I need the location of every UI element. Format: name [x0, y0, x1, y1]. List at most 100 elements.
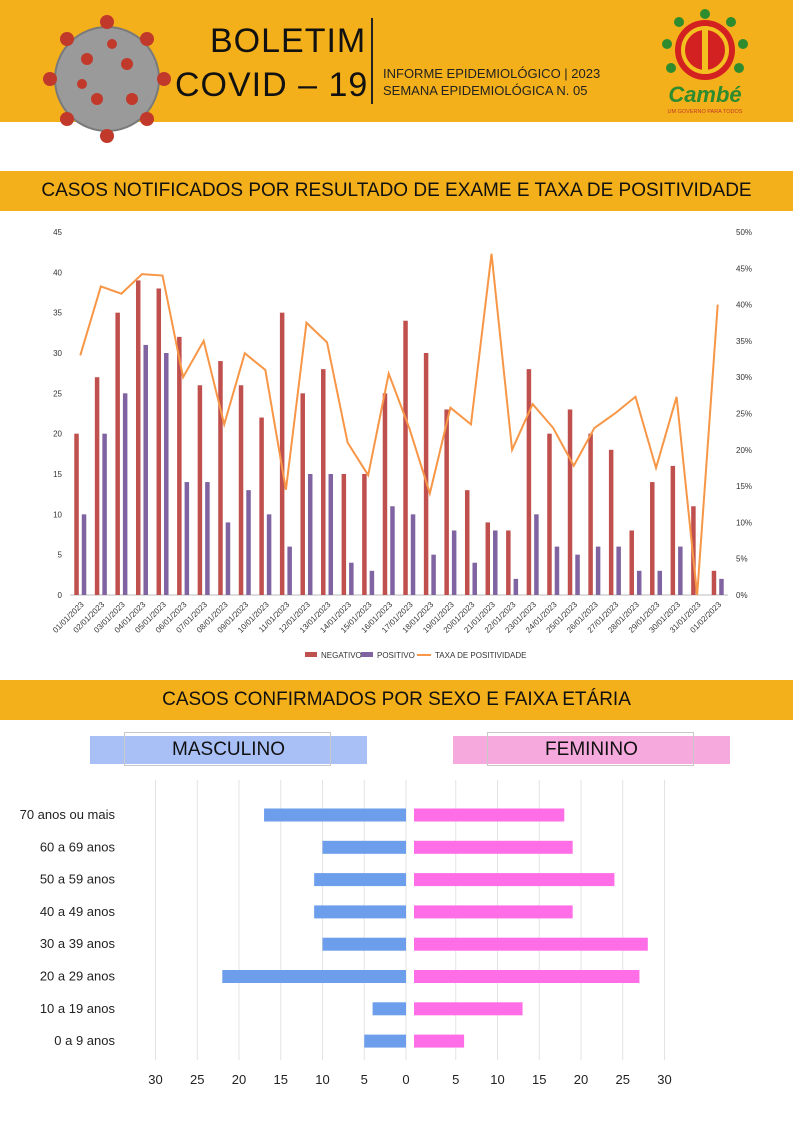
female-x-tick-label: 30	[657, 1072, 671, 1087]
bar-positivo	[575, 554, 580, 595]
age-group-label: 70 anos ou mais	[20, 807, 116, 822]
y-tick-label: 25	[53, 389, 62, 398]
bar-feminino	[414, 937, 648, 951]
bar-masculino	[222, 970, 406, 983]
bar-negativo	[608, 449, 614, 595]
bar-negativo	[526, 369, 532, 595]
y-tick-label: 5	[58, 551, 63, 560]
bar-positivo	[595, 546, 601, 595]
y-tick-label: 10	[53, 510, 62, 519]
bar-positivo	[636, 570, 642, 595]
bar-positivo	[513, 578, 519, 595]
legend-swatch-positivo	[361, 652, 373, 657]
bar-positivo	[143, 344, 148, 595]
bar-negativo	[464, 490, 470, 595]
bar-negativo	[74, 433, 79, 595]
bar-positivo	[205, 482, 210, 595]
y-tick-label: 35	[53, 309, 62, 318]
female-x-tick-label: 10	[490, 1072, 504, 1087]
bar-negativo	[94, 377, 100, 595]
bar-feminino	[414, 970, 640, 983]
section-title-notified-cases: CASOS NOTIFICADOS POR RESULTADO DE EXAME…	[0, 171, 793, 211]
male-x-tick-label: 30	[148, 1072, 162, 1087]
y2-tick-label: 45%	[736, 264, 752, 273]
bar-positivo	[719, 578, 724, 595]
bar-negativo	[506, 530, 511, 595]
bar-negativo	[403, 320, 408, 595]
positivity-rate-line	[79, 253, 719, 596]
cambe-logo: Cambé UM GOVERNO PARA TODOS	[662, 9, 748, 115]
bar-positivo	[390, 506, 395, 595]
bar-negativo	[156, 288, 162, 595]
svg-text:UM GOVERNO PARA TODOS: UM GOVERNO PARA TODOS	[668, 109, 743, 115]
bar-positivo	[307, 474, 313, 595]
y2-tick-label: 35%	[736, 337, 752, 346]
bar-positivo	[451, 530, 457, 595]
bar-feminino	[414, 873, 615, 887]
bar-positivo	[554, 546, 560, 595]
age-group-label: 50 a 59 anos	[40, 872, 116, 887]
bar-negativo	[444, 409, 449, 595]
bar-negativo	[197, 385, 203, 595]
bar-negativo	[259, 417, 264, 595]
bar-masculino	[364, 1034, 406, 1048]
bar-negativo	[670, 465, 676, 595]
age-group-label: 40 a 49 anos	[40, 904, 116, 919]
bar-negativo	[423, 353, 429, 595]
bar-positivo	[493, 530, 498, 595]
bar-masculino	[314, 873, 406, 887]
epidemiological-week: SEMANA EPIDEMIOLÓGICA N. 05	[383, 83, 588, 98]
bar-masculino	[314, 905, 406, 919]
bar-negativo	[629, 530, 634, 595]
bar-negativo	[382, 393, 388, 595]
bar-positivo	[81, 514, 87, 595]
bar-positivo	[616, 546, 621, 595]
sex-age-chart: 70 anos ou mais 60 a 69 anos 50 a 59 anos 4…	[20, 780, 672, 1087]
bar-negativo	[547, 433, 552, 595]
bar-positivo	[472, 562, 477, 595]
male-x-tick-label: 15	[274, 1072, 288, 1087]
y-tick-label: 30	[53, 349, 62, 358]
y2-tick-label: 5%	[736, 555, 748, 564]
y2-tick-label: 30%	[736, 373, 752, 382]
y-tick-label: 20	[53, 430, 62, 439]
female-x-tick-label: 25	[616, 1072, 630, 1087]
female-header: FEMININO	[453, 736, 730, 764]
bulletin-subtitle: COVID – 19	[175, 66, 369, 104]
bar-negativo	[115, 312, 120, 595]
y-tick-label: 40	[53, 268, 62, 277]
bar-negativo	[279, 312, 285, 595]
legend-label-taxa: TAXA DE POSITIVIDADE	[435, 651, 526, 660]
y2-tick-label: 15%	[736, 482, 752, 491]
bar-positivo	[184, 482, 190, 595]
bar-positivo	[246, 490, 251, 595]
bar-negativo	[485, 522, 491, 595]
bar-positivo	[369, 570, 375, 595]
bar-masculino	[264, 808, 406, 822]
bar-negativo	[567, 409, 573, 595]
bar-positivo	[328, 474, 334, 595]
y-tick-label: 45	[53, 228, 62, 237]
bar-negativo	[650, 482, 655, 595]
bar-positivo	[164, 353, 169, 595]
coronavirus-icon	[43, 15, 171, 143]
bar-feminino	[414, 905, 573, 919]
y2-tick-label: 50%	[736, 228, 752, 237]
y2-tick-label: 0%	[736, 591, 748, 600]
bar-negativo	[177, 336, 182, 595]
female-header-frame	[487, 732, 694, 766]
bar-masculino	[322, 937, 406, 951]
bar-negativo	[218, 361, 223, 595]
legend-label-negativo: NEGATIVO	[321, 651, 362, 660]
section-title-confirmed-cases: CASOS CONFIRMADOS POR SEXO E FAIXA ETÁRI…	[0, 680, 793, 720]
bar-negativo	[135, 280, 141, 595]
bar-negativo	[321, 369, 326, 595]
female-x-tick-label: 15	[532, 1072, 546, 1087]
bar-masculino	[322, 840, 406, 854]
age-group-label: 60 a 69 anos	[40, 839, 116, 854]
header-divider	[371, 18, 373, 104]
bar-positivo	[122, 393, 128, 595]
bar-negativo	[300, 393, 305, 595]
bar-feminino	[414, 1034, 465, 1048]
y2-tick-label: 20%	[736, 446, 752, 455]
